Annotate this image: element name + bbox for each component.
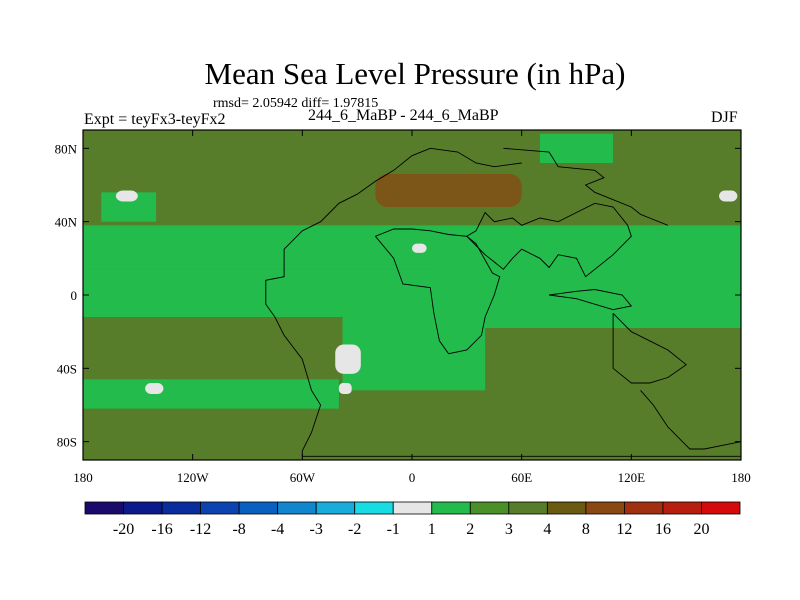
colorbar-swatch-4 — [238, 501, 279, 515]
field-region-near_zero-14 — [412, 243, 427, 253]
chart-title: Mean Sea Level Pressure (in hPa) — [204, 56, 626, 91]
colorbar-label-8: 1 — [428, 521, 436, 538]
colorbar-swatch-8 — [392, 501, 433, 515]
coastline-7 — [640, 390, 741, 450]
colorbar: -20 -16 -12 -8 -4 -3 -2 -1 1 2 3 4 8 12 16 20 — [84, 501, 741, 538]
field-region-weak_positive-5 — [430, 258, 741, 328]
colorbar-swatch-10 — [469, 501, 510, 515]
coastline-2 — [265, 230, 741, 457]
colorbar-label-1: -16 — [151, 521, 172, 538]
experiment-label: Expt = teyFx3-teyFx2 — [84, 111, 226, 128]
coastline-3 — [375, 228, 501, 355]
field-region-near_zero-11 — [338, 383, 352, 394]
y-tick-label-1: 40N — [55, 215, 78, 230]
colorbar-swatch-9 — [431, 501, 471, 515]
colorbar-label-13: 12 — [616, 521, 632, 538]
x-tick-label-0: 180 — [73, 470, 93, 485]
colorbar-swatch-14 — [624, 501, 664, 515]
colorbar-label-2: -12 — [190, 521, 211, 538]
colorbar-label-0: -20 — [113, 521, 134, 538]
colorbar-label-7: -1 — [387, 521, 400, 538]
field-region-near_zero-13 — [115, 190, 138, 202]
x-tick-label-5: 120E — [618, 470, 646, 485]
x-tick-label-2: 60W — [290, 470, 316, 485]
colorbar-label-10: 3 — [505, 521, 513, 538]
run-comparison-label: 244_6_MaBP - 244_6_MaBP — [308, 107, 499, 124]
colorbar-label-3: -8 — [232, 521, 245, 538]
x-axis: 180 120W 60W 0 60E 120E 180 — [73, 130, 751, 485]
y-tick-label-3: 40S — [57, 361, 77, 376]
colorbar-label-4: -4 — [271, 521, 284, 538]
coastline-6 — [612, 312, 687, 384]
colorbar-swatch-5 — [277, 501, 317, 515]
colorbar-swatch-6 — [315, 501, 356, 515]
field-region-weak_positive-3 — [83, 379, 339, 409]
colorbar-label-6: -2 — [348, 521, 361, 538]
colorbar-label-5: -3 — [310, 521, 323, 538]
coastline-5 — [549, 289, 633, 311]
colorbar-swatch-16 — [701, 501, 741, 515]
colorbar-swatch-12 — [546, 501, 587, 515]
y-tick-label-4: 80S — [57, 435, 77, 450]
field-region-strong_positive-9 — [375, 174, 522, 207]
y-axis: 80N 40N 0 40S 80S — [55, 141, 741, 450]
colorbar-label-12: 8 — [582, 521, 590, 538]
colorbar-swatch-1 — [123, 501, 163, 515]
x-tick-label-4: 60E — [511, 470, 532, 485]
season-label: DJF — [711, 109, 738, 126]
colorbar-swatch-15 — [662, 501, 702, 515]
y-tick-label-2: 0 — [71, 288, 78, 303]
pressure-field — [83, 130, 741, 460]
field-region-near_zero-10 — [335, 344, 361, 374]
colorbar-label-15: 20 — [693, 521, 709, 538]
coastline-1 — [503, 147, 669, 226]
y-tick-label-0: 80N — [55, 141, 78, 156]
colorbar-swatch-7 — [354, 501, 394, 515]
colorbar-swatch-11 — [508, 501, 548, 515]
stats-text: rmsd= 2.05942 diff= 1.97815 — [213, 96, 379, 111]
x-tick-label-6: 180 — [731, 470, 751, 485]
colorbar-swatch-13 — [585, 501, 625, 515]
coastline-4 — [466, 202, 632, 278]
field-region-near_zero-12 — [145, 383, 164, 394]
colorbar-label-14: 16 — [655, 521, 671, 538]
field-region-weak_positive-7 — [539, 133, 614, 163]
colorbar-label-9: 2 — [466, 521, 474, 538]
x-tick-label-1: 120W — [177, 470, 210, 485]
coastlines — [265, 147, 741, 457]
colorbar-label-11: 4 — [543, 521, 551, 538]
colorbar-swatch-2 — [161, 501, 201, 515]
coastline-0 — [302, 147, 522, 232]
field-region-near_zero-15 — [719, 190, 738, 202]
colorbar-swatch-0 — [84, 501, 124, 515]
x-tick-label-3: 0 — [409, 470, 416, 485]
colorbar-swatch-3 — [200, 501, 240, 515]
